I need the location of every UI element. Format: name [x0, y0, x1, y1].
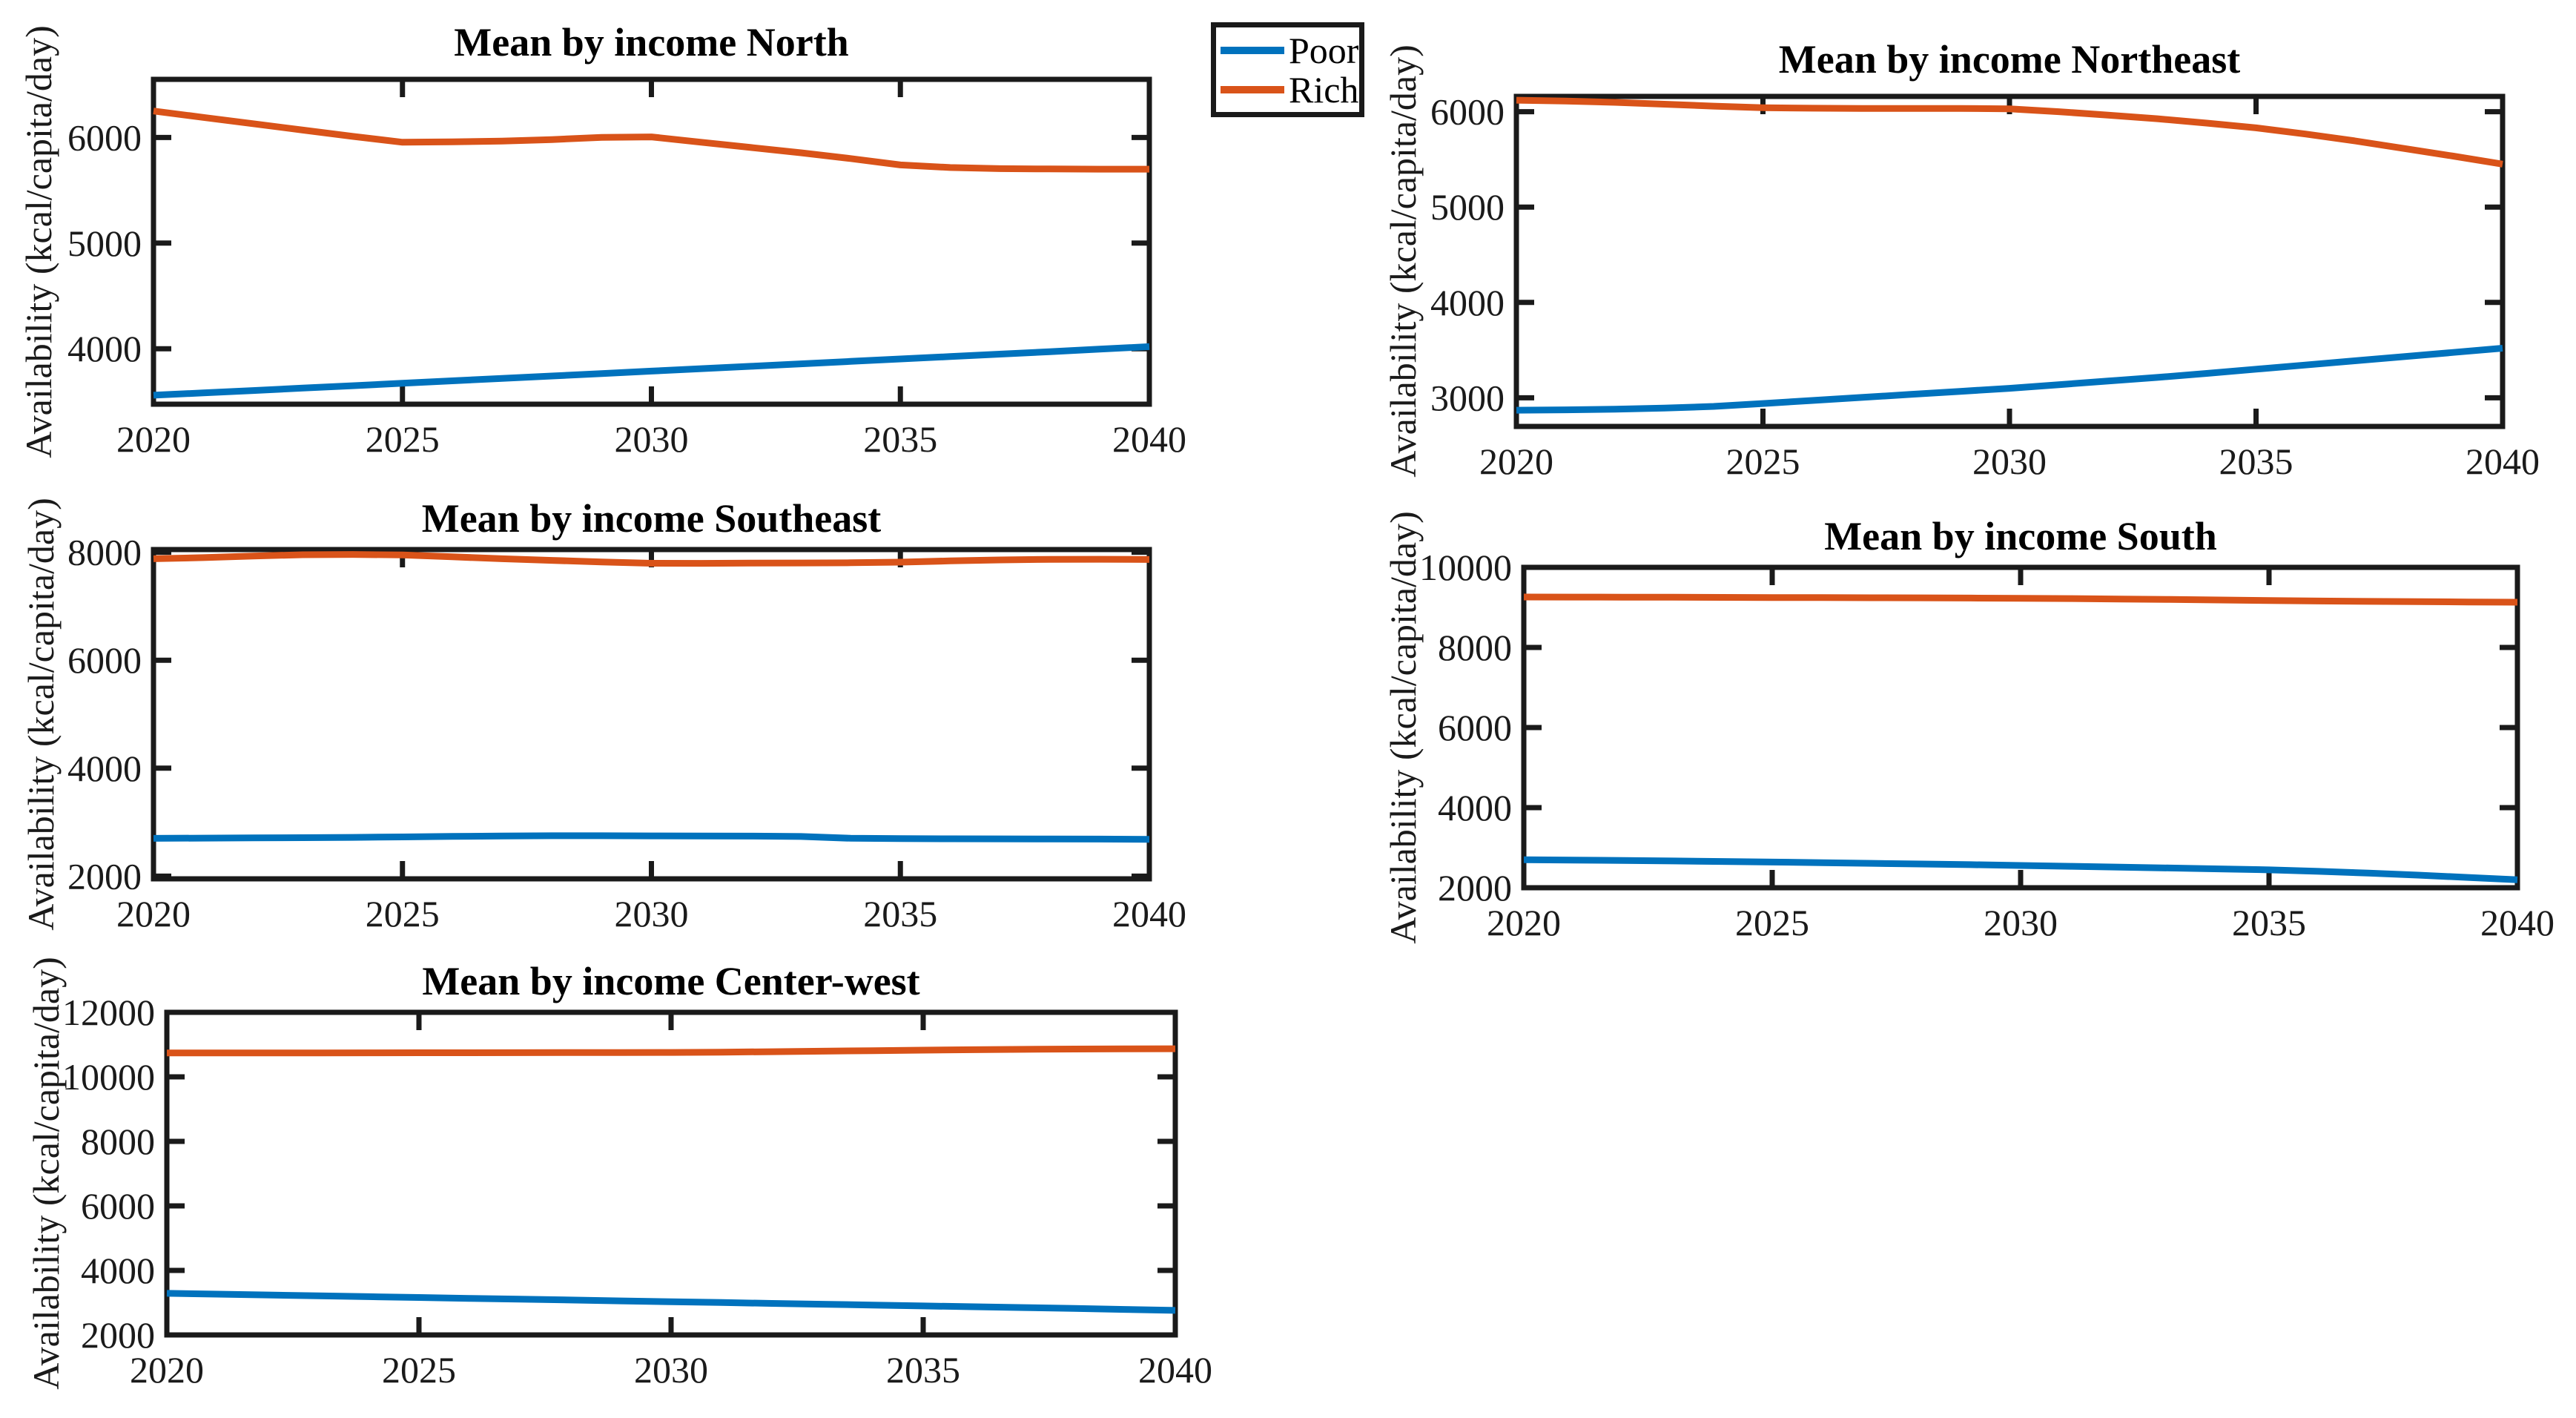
- rich-line: [153, 108, 1149, 173]
- plot-box: [151, 547, 1152, 882]
- chart-title: Mean by income North: [454, 20, 849, 65]
- chart-title: Mean by income Southeast: [421, 496, 882, 541]
- chart-mean-by-income-north: Mean by income North Availability (kcal/…: [0, 0, 1290, 512]
- y-tick-label: 6000: [67, 639, 142, 681]
- y-tick-label: 6000: [1430, 91, 1505, 133]
- rich-line-swatch: [1221, 85, 1284, 93]
- y-tick-label: 3000: [1430, 377, 1505, 418]
- plot-box: [164, 1009, 1178, 1338]
- x-tick-label: 2030: [1972, 441, 2047, 482]
- rich-line: [167, 1045, 1176, 1057]
- plot-box: [1513, 93, 2506, 429]
- chart-title: Mean by income South: [1824, 514, 2217, 558]
- x-tick-label: 2020: [116, 418, 191, 460]
- y-tick-label: 12000: [62, 992, 155, 1033]
- x-tick-label: 2040: [2466, 441, 2540, 482]
- y-tick-label: 6000: [1438, 707, 1512, 748]
- y-tick-label: 2000: [67, 855, 142, 897]
- x-tick-label: 2040: [1112, 893, 1186, 934]
- y-tick-label: 4000: [67, 748, 142, 789]
- x-tick-label: 2035: [886, 1349, 960, 1391]
- y-tick-label: 10000: [1419, 547, 1512, 588]
- y-tick-label: 10000: [62, 1056, 155, 1098]
- x-tick-label: 2020: [1487, 902, 1561, 943]
- chart-mean-by-income-south: Mean by income South Availability (kcal/…: [1372, 511, 2576, 972]
- y-tick-label: 2000: [81, 1314, 155, 1356]
- x-tick-label: 2040: [1112, 418, 1186, 460]
- x-tick-label: 2025: [1735, 902, 1809, 943]
- x-tick-label: 2035: [863, 893, 937, 934]
- poor-line: [153, 832, 1150, 843]
- x-tick-label: 2030: [1984, 902, 2058, 943]
- y-tick-label: 5000: [1430, 186, 1505, 228]
- x-tick-label: 2020: [1479, 441, 1553, 482]
- chart-mean-by-income-northeast: Mean by income Northeast Availability (k…: [1372, 0, 2576, 512]
- poor-line-swatch: [1221, 46, 1284, 54]
- poor-line: [166, 1290, 1176, 1314]
- y-tick-label: 6000: [67, 116, 142, 158]
- y-tick-label: 4000: [1438, 787, 1512, 828]
- x-tick-label: 2040: [1138, 1349, 1212, 1391]
- plot-area: 2020 2025 2030 2035 2040 4000 5000 6000: [67, 76, 1186, 460]
- rich-line: [1516, 96, 2503, 168]
- plot-box: [1521, 564, 2520, 891]
- y-tick-label: 2000: [1438, 867, 1512, 908]
- x-tick-label: 2040: [2480, 902, 2554, 943]
- rich-line: [1523, 593, 2518, 606]
- legend-label: Poor: [1289, 29, 1359, 71]
- y-tick-label: 8000: [81, 1121, 155, 1162]
- legend-item-poor: Poor: [1221, 29, 1359, 71]
- y-tick-label: 8000: [1438, 627, 1512, 668]
- plot-area: 2020 2025 2030 2035 2040 2000 4000 6000 8000: [67, 532, 1186, 934]
- chart-mean-by-income-southeast: Mean by income Southeast Availability (k…: [0, 489, 1290, 949]
- legend-label: Rich: [1289, 68, 1359, 111]
- x-tick-label: 2020: [116, 893, 191, 934]
- plot-area: 2020 2025 2030 2035 2040 3000 4000 5000 6000: [1430, 91, 2540, 482]
- x-tick-label: 2035: [863, 418, 937, 460]
- y-tick-label: 4000: [1430, 282, 1505, 323]
- chart-title: Mean by income Center-west: [422, 959, 920, 1003]
- poor-line: [1516, 345, 2503, 414]
- x-tick-label: 2030: [615, 893, 689, 934]
- y-tick-label: 5000: [67, 222, 142, 264]
- legend: Poor Rich: [1211, 22, 1364, 117]
- legend-item-rich: Rich: [1221, 68, 1359, 111]
- y-tick-label: 4000: [67, 328, 142, 369]
- y-tick-label: 8000: [67, 532, 142, 573]
- x-tick-label: 2025: [382, 1349, 456, 1391]
- x-tick-label: 2030: [615, 418, 689, 460]
- rich-line: [153, 551, 1150, 567]
- poor-line: [153, 343, 1150, 399]
- poor-line: [1523, 856, 2518, 883]
- y-tick-label: 6000: [81, 1185, 155, 1227]
- plot-area: 2020 2025 2030 2035 2040 2000 4000 6000 8000 1000…: [1419, 547, 2554, 943]
- chart-title: Mean by income Northeast: [1778, 37, 2241, 82]
- x-tick-label: 2025: [366, 418, 440, 460]
- x-tick-label: 2035: [2232, 902, 2306, 943]
- x-tick-label: 2030: [634, 1349, 708, 1391]
- x-tick-label: 2025: [366, 893, 440, 934]
- y-tick-label: 4000: [81, 1250, 155, 1291]
- chart-mean-by-income-center-west: Mean by income Center-west Availability …: [0, 949, 1290, 1418]
- x-tick-label: 2025: [1726, 441, 1800, 482]
- plot-area: 2020 2025 2030 2035 2040 2000 4000 6000 8000 1000…: [62, 992, 1212, 1391]
- x-tick-label: 2020: [130, 1349, 204, 1391]
- x-tick-label: 2035: [2219, 441, 2293, 482]
